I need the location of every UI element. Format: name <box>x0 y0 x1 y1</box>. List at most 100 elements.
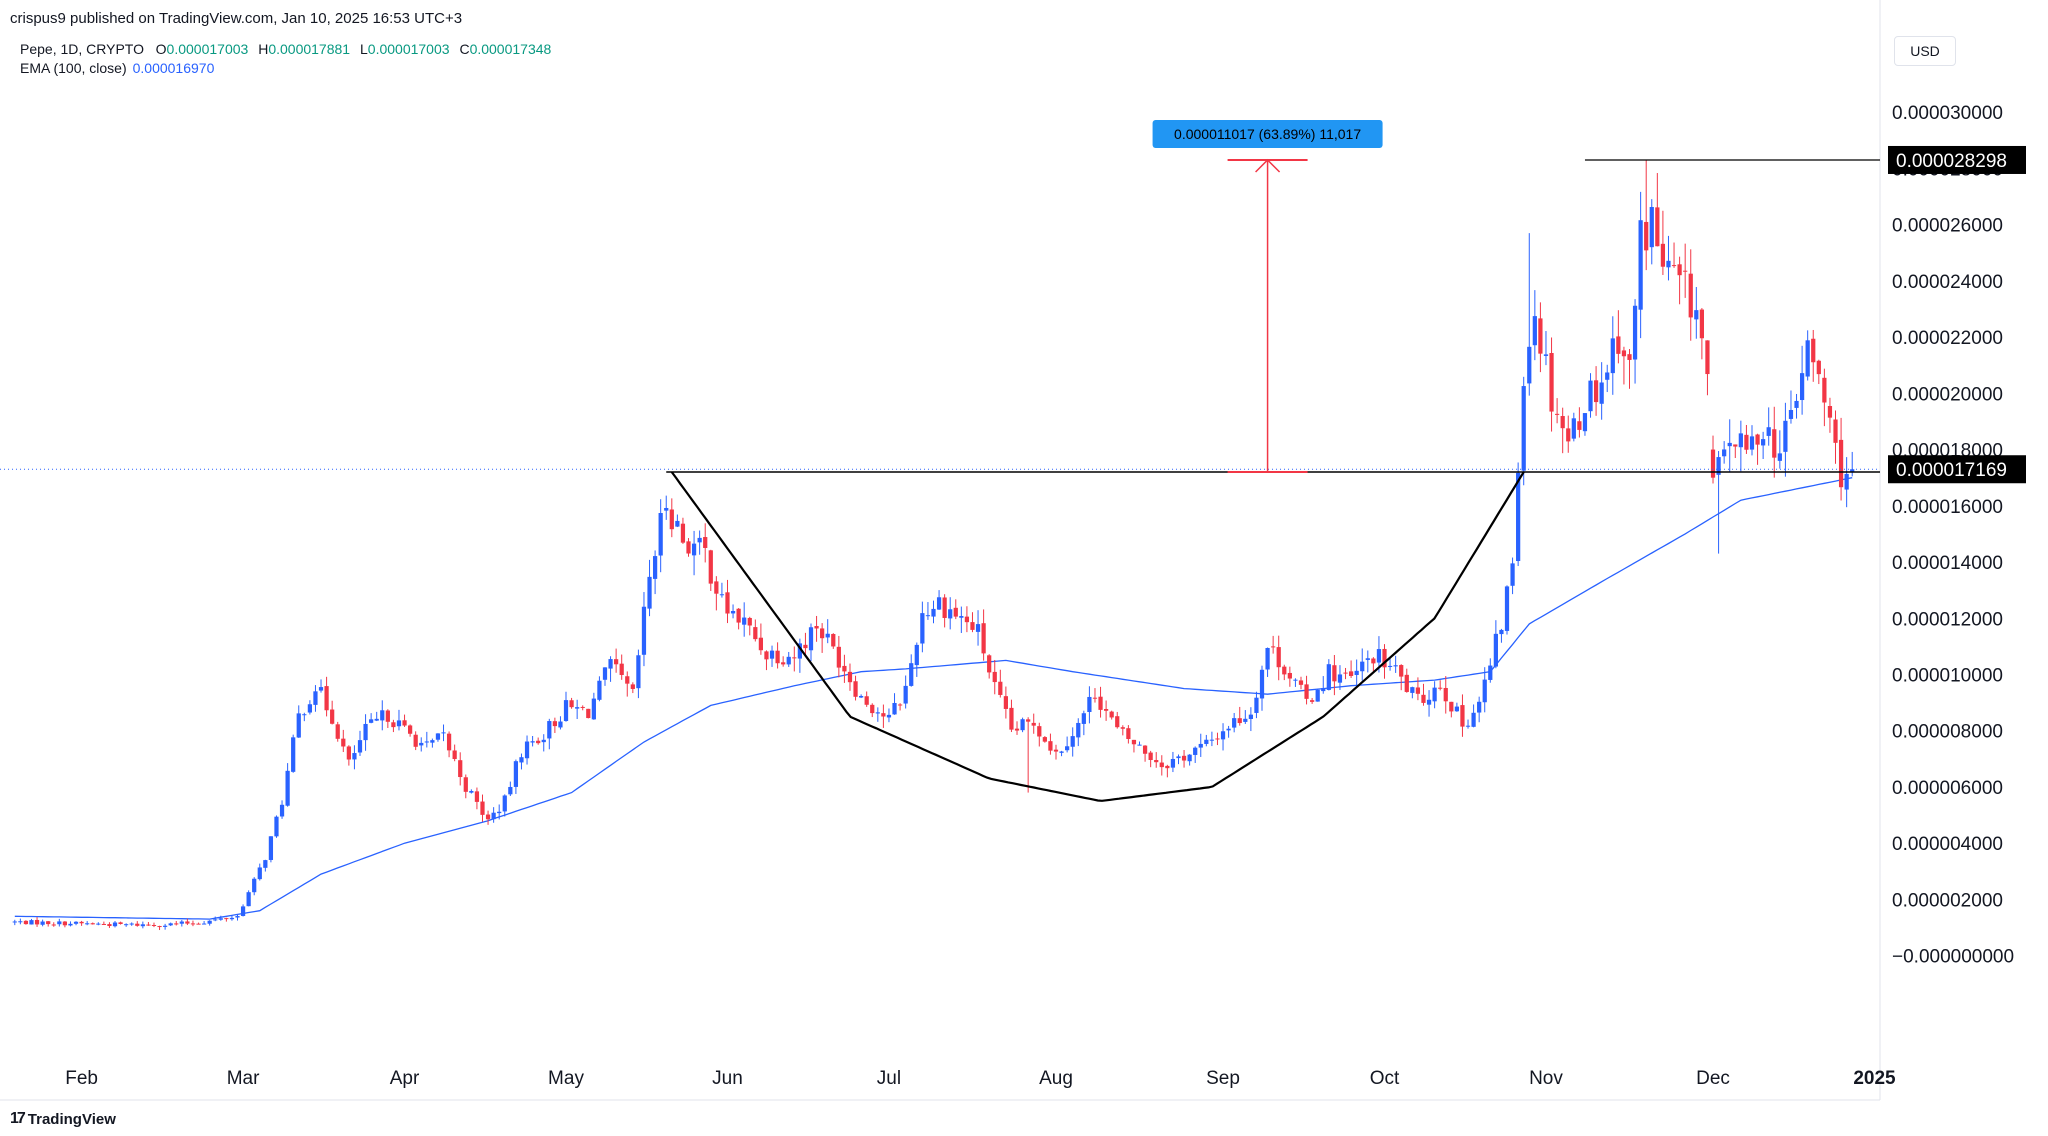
candle-body <box>814 626 819 629</box>
candle-body <box>1176 756 1181 759</box>
candle-body <box>497 811 502 814</box>
candle-body <box>859 695 864 698</box>
candle-body <box>1549 353 1554 412</box>
candle-body <box>1254 697 1259 713</box>
candle-body <box>1566 428 1571 442</box>
y-tick-label: 0.000030000 <box>1892 103 2003 124</box>
candle-body <box>485 814 491 820</box>
symbol-name: Pepe, 1D, CRYPTO <box>20 41 144 57</box>
candle-body <box>775 650 780 664</box>
candle-body <box>1766 427 1771 436</box>
x-tick-label: May <box>548 1068 584 1089</box>
candle-body <box>1399 665 1404 677</box>
candle-body <box>1215 738 1220 740</box>
candle-body <box>324 686 329 711</box>
x-tick-label: Sep <box>1206 1068 1240 1089</box>
candle-body <box>1493 633 1498 667</box>
candle-body <box>1471 712 1476 727</box>
candle-body <box>1593 380 1599 403</box>
candle-body <box>96 923 101 925</box>
candle-body <box>530 741 535 743</box>
candle-body <box>652 556 658 579</box>
ema-line <box>14 477 1853 920</box>
candle-body <box>1220 731 1226 740</box>
y-tick-label: 0.000006000 <box>1892 778 2003 799</box>
candle-body <box>85 923 90 925</box>
candle-body <box>1315 689 1320 702</box>
candle-body <box>948 609 953 619</box>
low-value: 0.000017003 <box>367 41 450 57</box>
candle-body <box>825 633 830 638</box>
candle-body <box>964 616 970 623</box>
candle-body <box>1733 444 1738 447</box>
x-tick-label: Feb <box>65 1068 98 1089</box>
time-axis[interactable]: Feb Mar Apr May Jun Jul Aug Sep Oct Nov Dec 2025 <box>65 1068 1896 1089</box>
candle-body <box>1098 696 1103 710</box>
candle-body <box>747 617 752 626</box>
drawings: 0.000011017 (63.89%) 11,017 <box>0 119 1880 802</box>
candle-body <box>725 592 730 614</box>
candle-body <box>1081 713 1086 724</box>
ema-series <box>14 477 1853 920</box>
candle-body <box>1070 736 1075 747</box>
candle-body <box>1298 680 1304 685</box>
candle-body <box>1159 762 1164 768</box>
candle-body <box>803 644 808 649</box>
candle-body <box>291 737 296 772</box>
candle-body <box>1516 472 1521 562</box>
currency-button[interactable]: USD <box>1894 36 1956 66</box>
candle-body <box>68 923 73 926</box>
candle-body <box>318 687 324 691</box>
candle-body <box>79 921 84 924</box>
candle-body <box>469 790 474 793</box>
candle-body <box>1488 665 1493 680</box>
candle-body <box>313 691 318 705</box>
candle-body <box>914 644 919 666</box>
candle-body <box>1716 457 1721 475</box>
candle-body <box>352 753 357 760</box>
candle-body <box>1365 658 1370 660</box>
candle-body <box>1499 629 1504 635</box>
candle-body <box>107 924 112 927</box>
candle-body <box>881 713 886 717</box>
candle-body <box>307 704 313 713</box>
candle-body <box>1326 664 1331 690</box>
y-tick-label: 0.000020000 <box>1892 384 2003 405</box>
candle-body <box>1282 666 1287 675</box>
candle-body <box>1788 409 1794 419</box>
close-label: C <box>459 41 470 57</box>
candle-body <box>29 920 34 925</box>
candle-body <box>302 714 307 716</box>
candle-body <box>691 543 697 556</box>
candle-body <box>430 740 435 743</box>
y-tick-label: 0.000014000 <box>1892 553 2003 574</box>
candle-body <box>552 721 557 727</box>
candle-body <box>1543 354 1549 356</box>
y-tick-label: 0.000002000 <box>1892 890 2003 911</box>
candle-body <box>1811 338 1816 363</box>
candle-body <box>808 627 814 651</box>
candle-body <box>1605 372 1610 380</box>
candle-body <box>1827 406 1833 418</box>
open-label: O <box>155 41 167 57</box>
candle-body <box>118 922 123 924</box>
candle-body <box>363 723 368 741</box>
candle-body <box>998 681 1003 695</box>
candle-body <box>1053 749 1059 752</box>
candle-body <box>508 786 513 795</box>
x-tick-label: Mar <box>227 1068 260 1089</box>
x-tick-label: Jun <box>712 1068 743 1089</box>
candle-body <box>1799 373 1805 401</box>
y-tick-label: 0.000026000 <box>1892 216 2003 237</box>
candle-body <box>1014 728 1020 731</box>
measure-label: 0.000011017 (63.89%) 11,017 <box>1174 126 1361 142</box>
candle-body <box>781 662 786 665</box>
price-axis[interactable]: 0.0000300000.0000280000.0000260000.00002… <box>1888 103 2026 968</box>
candle-body <box>146 924 151 926</box>
candle-body <box>920 613 925 644</box>
candle-body <box>1610 338 1615 374</box>
candle-body <box>1387 665 1393 667</box>
y-tick-label: 0.000008000 <box>1892 722 2003 743</box>
candle-body <box>1271 646 1276 648</box>
